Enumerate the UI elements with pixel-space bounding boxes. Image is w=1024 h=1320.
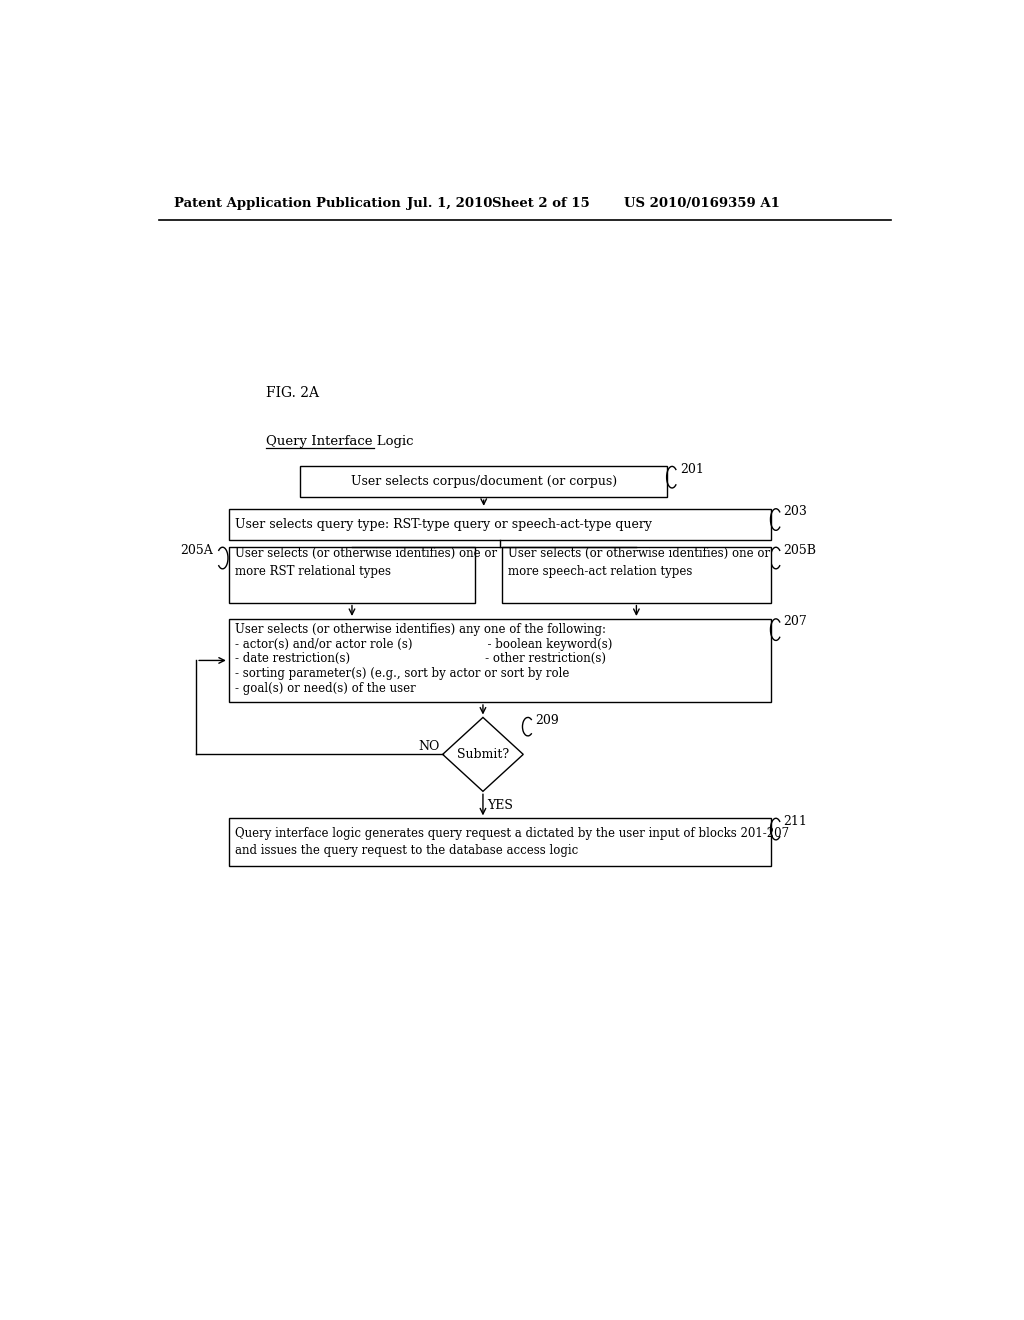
Text: - actor(s) and/or actor role (s)                    - boolean keyword(s): - actor(s) and/or actor role (s) - boole… [234, 638, 612, 651]
Text: 205A: 205A [180, 544, 213, 557]
Bar [502, 548, 771, 603]
Text: User selects (or otherwise identifies) one or
more RST relational types: User selects (or otherwise identifies) o… [234, 548, 497, 578]
Text: Submit?: Submit? [457, 748, 509, 760]
Polygon shape [442, 718, 523, 792]
Text: - goal(s) or need(s) of the user: - goal(s) or need(s) of the user [234, 681, 416, 694]
Text: Jul. 1, 2010: Jul. 1, 2010 [407, 197, 493, 210]
Text: - sorting parameter(s) (e.g., sort by actor or sort by role: - sorting parameter(s) (e.g., sort by ac… [234, 667, 569, 680]
Text: 205B: 205B [783, 544, 817, 557]
Text: and issues the query request to the database access logic: and issues the query request to the data… [234, 843, 579, 857]
Text: User selects (or otherwise identifies) one or
more speech-act relation types: User selects (or otherwise identifies) o… [508, 548, 770, 578]
Text: Sheet 2 of 15: Sheet 2 of 15 [493, 197, 590, 210]
Text: 201: 201 [680, 463, 703, 477]
Text: NO: NO [418, 741, 439, 754]
Text: US 2010/0169359 A1: US 2010/0169359 A1 [624, 197, 780, 210]
Text: User selects query type: RST-type query or speech-act-type query: User selects query type: RST-type query … [234, 517, 652, 531]
Text: 207: 207 [783, 615, 807, 628]
Bar [228, 619, 771, 702]
Text: FIG. 2A: FIG. 2A [266, 387, 318, 400]
Text: 211: 211 [783, 814, 808, 828]
Bar [300, 466, 668, 498]
Text: User selects corpus/document (or corpus): User selects corpus/document (or corpus) [350, 475, 616, 488]
Text: Patent Application Publication: Patent Application Publication [174, 197, 401, 210]
Bar [228, 508, 771, 540]
Text: 203: 203 [783, 506, 808, 519]
Text: 209: 209 [536, 714, 559, 727]
Text: Query interface logic generates query request a dictated by the user input of bl: Query interface logic generates query re… [234, 828, 790, 841]
Text: User selects (or otherwise identifies) any one of the following:: User selects (or otherwise identifies) a… [234, 623, 606, 636]
Text: - date restriction(s)                                    - other restriction(s): - date restriction(s) - other restrictio… [234, 652, 606, 665]
Bar [228, 818, 771, 866]
Bar [228, 548, 475, 603]
Text: Query Interface Logic: Query Interface Logic [266, 436, 414, 449]
Text: YES: YES [487, 799, 513, 812]
